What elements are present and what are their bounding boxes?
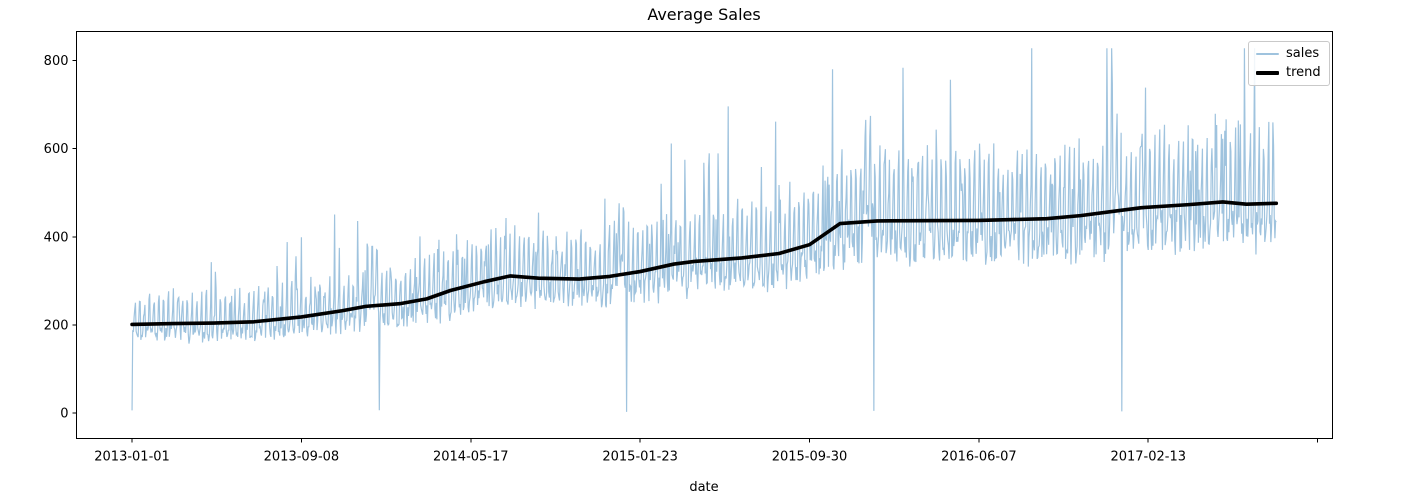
sales-line-swatch (1256, 52, 1279, 55)
legend-label-sales: sales (1286, 46, 1320, 61)
x-tick-label: 2017-02-13 (1110, 450, 1186, 465)
legend: sales trend (1248, 41, 1330, 86)
x-tick-label: 2015-09-30 (772, 450, 848, 465)
chart-title: Average Sales (647, 5, 761, 24)
y-tick-label: 200 (44, 318, 69, 333)
legend-entry-trend: trend (1256, 65, 1321, 80)
legend-entry-sales: sales (1256, 46, 1321, 61)
x-tick-label: 2013-01-01 (94, 450, 170, 465)
x-tick-label: 2016-06-07 (941, 450, 1017, 465)
y-tick-label: 800 (44, 54, 69, 69)
axes-spines (76, 31, 1333, 439)
x-tick-label: 2014-05-17 (433, 450, 509, 465)
x-tick-label: 2015-01-23 (602, 450, 678, 465)
legend-label-trend: trend (1286, 65, 1321, 80)
x-axis-label: date (689, 480, 719, 495)
x-tick-label: 2013-09-08 (264, 450, 340, 465)
sales-series-line (131, 48, 1277, 412)
y-tick-label: 0 (60, 406, 68, 421)
y-tick-label: 400 (44, 230, 69, 245)
y-tick-label: 600 (44, 142, 69, 157)
trend-series-line (130, 200, 1279, 327)
trend-line-swatch (1256, 70, 1279, 75)
